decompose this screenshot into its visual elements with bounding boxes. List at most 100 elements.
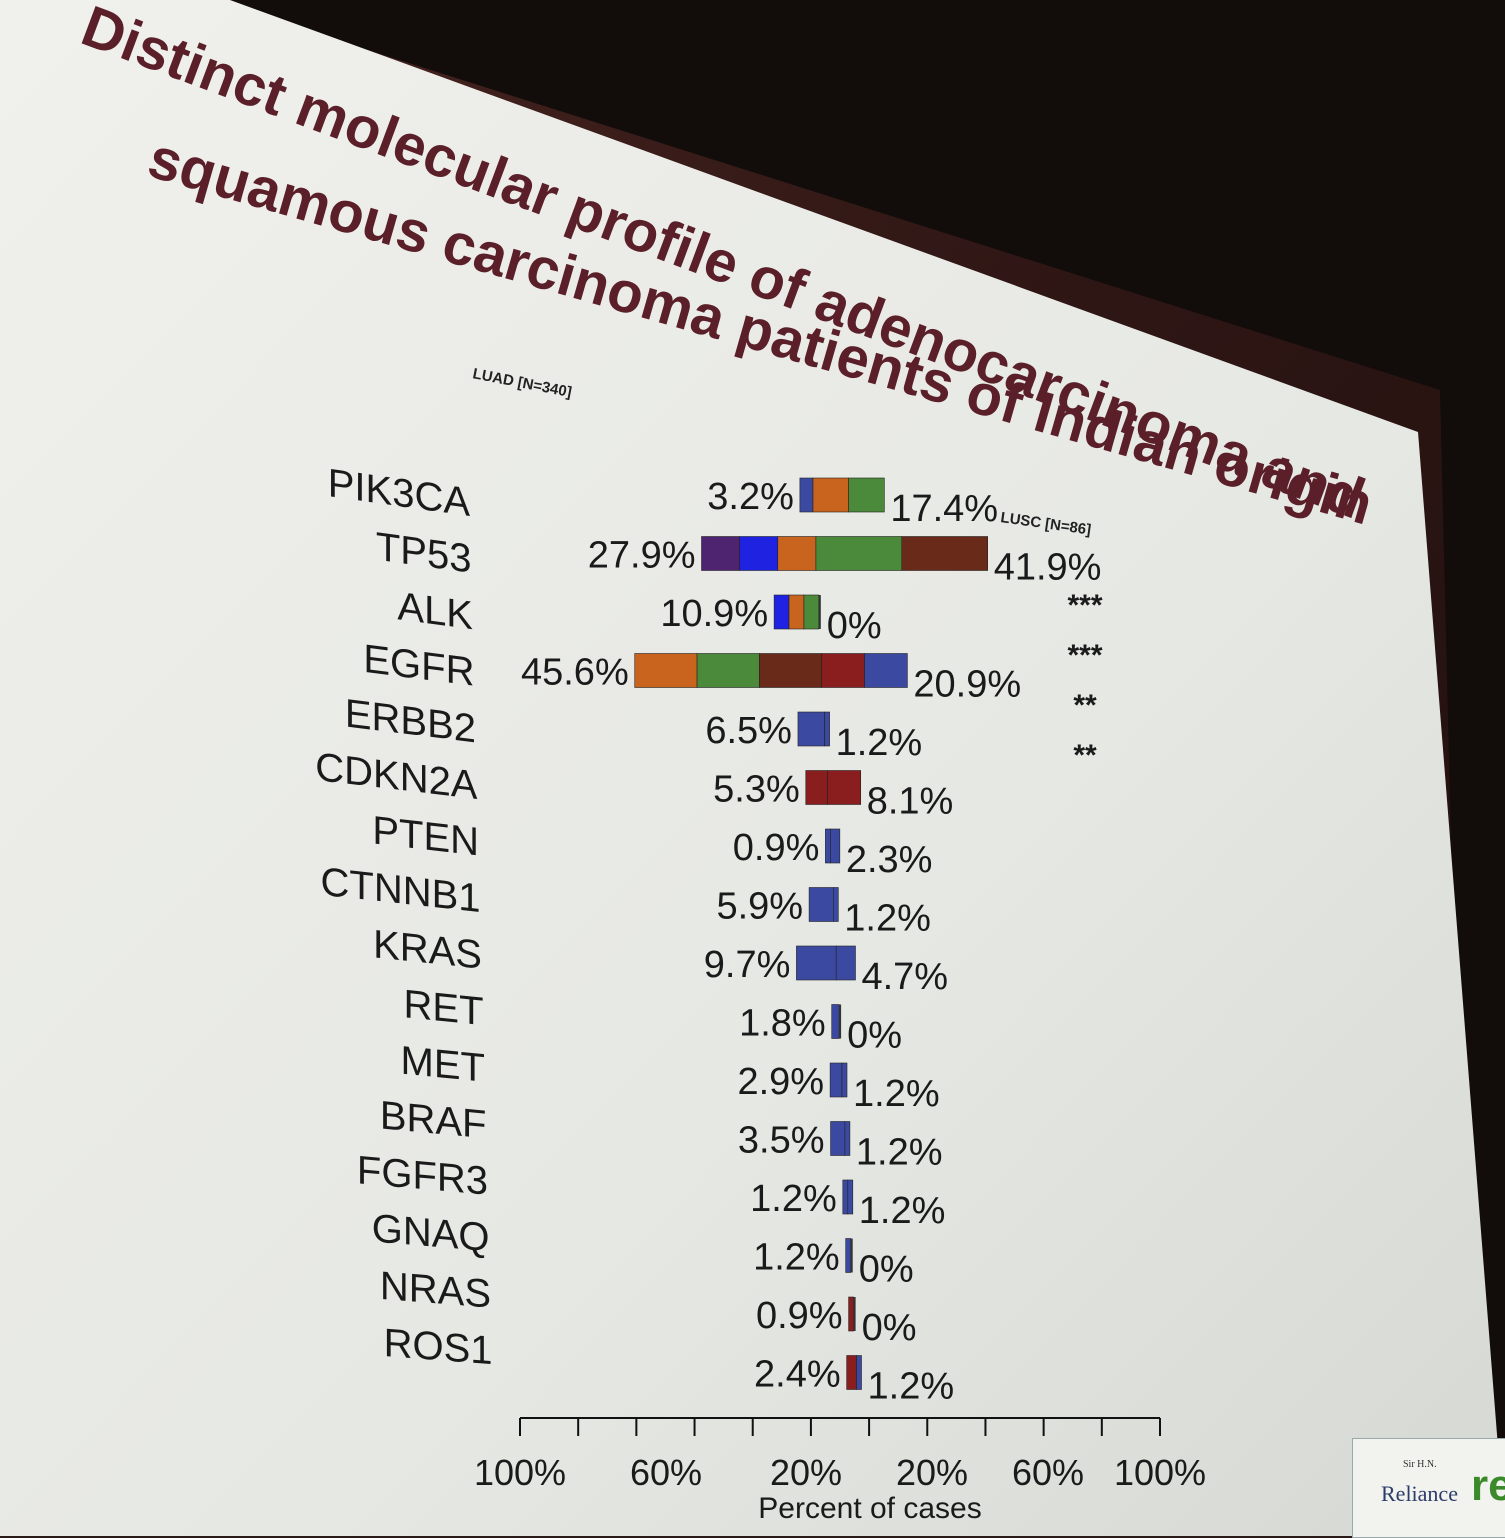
lusc-value-label: 0% [827, 605, 882, 647]
luad-bar [842, 1179, 849, 1215]
luad-bar [808, 887, 834, 922]
luad-bar [845, 1238, 852, 1273]
lusc-bar [832, 887, 839, 922]
significance-marker: *** [1067, 639, 1102, 672]
lusc-bar [815, 536, 903, 571]
lusc-value-label: 41.9% [994, 547, 1102, 589]
lusc-bar [850, 1238, 853, 1273]
lusc-value-label: 17.4% [890, 488, 998, 530]
x-tick-label: 100% [1114, 1452, 1206, 1493]
lusc-value-label: 0% [862, 1307, 917, 1349]
x-tick-label: 20% [770, 1452, 842, 1493]
lusc-bar [812, 477, 849, 513]
lusc-value-label: 0% [847, 1015, 902, 1057]
luad-bar [796, 945, 837, 981]
luad-bar [805, 770, 828, 805]
lusc-bar [841, 1062, 848, 1098]
gene-label: RET [404, 982, 484, 1034]
x-axis-title: Percent of cases [758, 1492, 981, 1525]
luad-value-label: 9.7% [704, 944, 791, 986]
chart-area: PIK3CA 3.2% 17.4%TP53 27.9% 41.9%***ALK 10.9%… [315, 460, 1103, 1407]
luad-bar [803, 594, 820, 630]
lusc-bar [864, 653, 908, 688]
luad-value-label: 27.9% [588, 535, 696, 577]
gene-label: ALK [397, 583, 473, 638]
luad-value-label: 3.2% [707, 476, 794, 518]
luad-bar [696, 653, 760, 688]
luad-value-label: 6.5% [705, 710, 792, 752]
screen-border [210, 0, 1505, 1536]
x-tick-label: 20% [896, 1452, 968, 1493]
lusc-value-label: 1.2% [868, 1366, 955, 1408]
lusc-bar [824, 711, 830, 747]
lusc-bar [901, 536, 988, 571]
luad-value-label: 5.3% [713, 769, 800, 811]
luad-bar [759, 653, 823, 688]
luad-bar [829, 1062, 843, 1098]
luad-bar [634, 653, 698, 688]
gene-label: BRAF [380, 1093, 487, 1147]
significance-marker: ** [1073, 689, 1097, 722]
luad-bar [848, 1296, 854, 1332]
lusc-value-label: 1.2% [859, 1190, 946, 1232]
lusc-value-label: 4.7% [861, 956, 948, 998]
lusc-bar [853, 1297, 856, 1331]
luad-value-label: 2.9% [737, 1061, 824, 1103]
gene-label: GNAQ [372, 1206, 490, 1260]
luad-value-label: 2.4% [754, 1354, 841, 1396]
luad-value-label: 1.2% [753, 1237, 840, 1279]
lusc-bar [844, 1121, 851, 1156]
luad-bar [846, 1355, 857, 1390]
lusc-value-label: 1.2% [856, 1132, 943, 1174]
x-tick-label: 60% [1012, 1452, 1084, 1493]
luad-bar [797, 711, 825, 747]
gene-label: MET [401, 1039, 485, 1091]
x-tick-label: 60% [630, 1452, 702, 1493]
gene-label: ROS1 [384, 1321, 493, 1373]
luad-value-label: 45.6% [521, 652, 629, 694]
lusc-bar [827, 770, 862, 805]
luad-value-label: 0.9% [733, 827, 820, 869]
logo-line1: Sir H.N. [1403, 1459, 1437, 1470]
significance-marker: *** [1067, 589, 1102, 622]
luad-value-label: 1.2% [750, 1178, 837, 1220]
luad-bar [825, 828, 831, 864]
lusc-bar [835, 945, 856, 981]
lusc-bar [830, 828, 841, 864]
luad-bar [777, 536, 817, 571]
luad-bar [773, 594, 790, 630]
lusc-value-label: 1.2% [836, 722, 923, 764]
luad-bar [799, 477, 814, 513]
luad-value-label: 3.5% [738, 1120, 825, 1162]
logo-mark: re [1471, 1461, 1505, 1510]
x-tick-label: 100% [474, 1452, 566, 1493]
lusc-value-label: 2.3% [846, 839, 933, 881]
significance-marker: ** [1073, 739, 1097, 772]
luad-value-label: 10.9% [660, 593, 768, 635]
lusc-bar [839, 1004, 842, 1039]
luad-bar [701, 536, 740, 571]
gene-label: NRAS [380, 1264, 491, 1317]
lusc-value-label: 0% [859, 1249, 914, 1291]
lusc-bar [856, 1355, 862, 1390]
lusc-bar [848, 477, 885, 513]
logo-line2: Reliance [1381, 1481, 1458, 1506]
lusc-value-label: 1.2% [844, 898, 931, 940]
luad-bar [788, 594, 805, 630]
lusc-value-label: 8.1% [867, 781, 954, 823]
luad-bar [739, 536, 779, 571]
luad-bar [831, 1004, 840, 1039]
lusc-bar [847, 1179, 854, 1215]
lusc-bar [821, 653, 865, 688]
x-axis: 100% 60% 20% 20% 60% 100% [474, 1417, 1206, 1493]
reliance-logo: Sir H.N. Reliance re [1352, 1438, 1505, 1538]
luad-value-label: 1.8% [739, 1003, 826, 1045]
luad-bar [830, 1121, 846, 1156]
lusc-bar [818, 595, 821, 629]
luad-value-label: 0.9% [756, 1295, 843, 1337]
lusc-value-label: 1.2% [853, 1073, 940, 1115]
luad-value-label: 5.9% [716, 886, 803, 928]
